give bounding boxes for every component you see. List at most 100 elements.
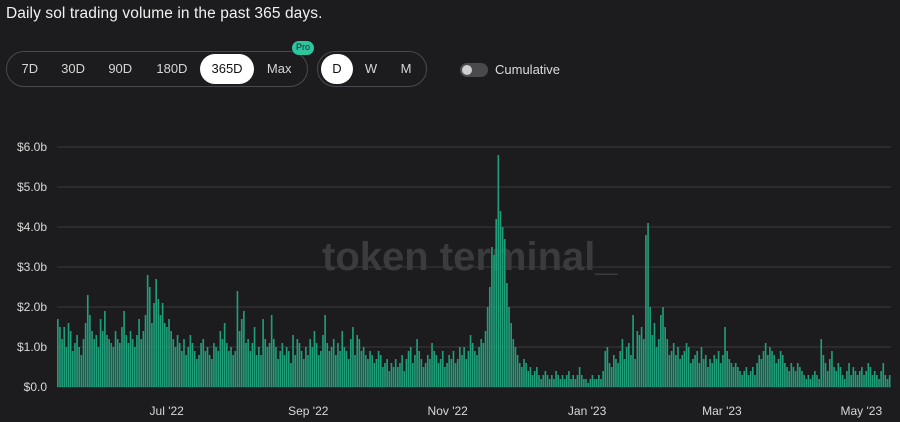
volume-bar xyxy=(437,363,440,387)
volume-bar xyxy=(822,355,825,387)
volume-bar xyxy=(707,367,709,387)
volume-bar xyxy=(856,375,859,387)
volume-bar xyxy=(61,339,63,387)
volume-bar xyxy=(677,347,679,387)
volume-bar xyxy=(781,355,784,387)
volume-bar xyxy=(264,339,267,387)
volume-bar xyxy=(324,315,326,387)
volume-bar xyxy=(172,339,175,387)
volume-bar xyxy=(730,363,733,387)
page-title: Daily sol trading volume in the past 365… xyxy=(6,5,323,22)
granularity-month-button[interactable]: M xyxy=(400,61,412,76)
y-tick-label: $6.0b xyxy=(17,140,47,154)
volume-bar xyxy=(764,343,767,387)
volume-bar xyxy=(444,367,446,387)
range-7d-button[interactable]: 7D xyxy=(21,61,39,76)
volume-bar xyxy=(69,331,72,387)
volume-bar xyxy=(317,355,320,387)
volume-bar xyxy=(529,367,532,387)
volume-bar xyxy=(542,375,545,387)
volume-bar xyxy=(647,223,649,387)
volume-bar xyxy=(512,339,515,387)
volume-bar xyxy=(200,343,202,387)
volume-bar xyxy=(568,371,570,387)
volume-bar xyxy=(576,375,579,387)
volume-bar xyxy=(679,359,681,387)
volume-bar xyxy=(298,343,301,387)
volume-bar xyxy=(726,351,728,387)
volume-bar xyxy=(888,375,891,387)
volume-bar xyxy=(655,347,658,387)
volume-bar xyxy=(692,359,694,387)
volume-bar xyxy=(754,375,756,387)
volume-bar xyxy=(850,375,853,387)
volume-bar xyxy=(876,375,878,387)
volume-bar xyxy=(501,227,504,387)
volume-bar xyxy=(347,359,350,387)
volume-bar xyxy=(405,359,408,387)
volume-bar xyxy=(482,343,485,387)
volume-bar xyxy=(373,363,376,387)
range-90d-button[interactable]: 90D xyxy=(108,61,133,76)
volume-bar xyxy=(555,371,557,387)
volume-bar xyxy=(57,319,59,387)
volume-bar xyxy=(426,355,429,387)
volume-bar xyxy=(91,331,93,387)
volume-bar xyxy=(794,371,797,387)
volume-bar xyxy=(397,367,399,387)
volume-bar xyxy=(219,331,222,387)
volume-bar xyxy=(302,359,305,387)
volume-bar xyxy=(268,343,271,387)
volume-bar xyxy=(645,235,647,387)
volume-bar xyxy=(559,379,562,387)
volume-bar xyxy=(606,347,609,387)
range-365d-button[interactable]: 365D xyxy=(199,54,255,84)
volume-bar xyxy=(313,331,316,387)
volume-bar xyxy=(129,331,132,387)
volume-bar xyxy=(260,355,262,387)
volume-bar xyxy=(613,355,615,387)
volume-bar xyxy=(343,347,346,387)
volume-bar xyxy=(86,295,89,387)
range-30d-button[interactable]: 30D xyxy=(61,61,85,76)
granularity-week-button[interactable]: W xyxy=(364,61,378,76)
volume-bar xyxy=(174,347,177,387)
volume-bar xyxy=(880,371,882,387)
volume-bar xyxy=(593,379,596,387)
volume-bar xyxy=(745,367,748,387)
volume-bar xyxy=(775,363,778,387)
volume-bar xyxy=(247,339,249,387)
volume-bar xyxy=(660,315,662,387)
volume-bar xyxy=(578,367,581,387)
range-180d-button[interactable]: 180D xyxy=(156,61,188,76)
volume-bar xyxy=(322,335,324,387)
volume-bar xyxy=(71,351,74,387)
volume-bar xyxy=(424,363,427,387)
volume-bar xyxy=(523,359,525,387)
volume-bar xyxy=(533,371,536,387)
volume-bar xyxy=(672,343,675,387)
volume-bar xyxy=(557,375,560,387)
volume-bar xyxy=(191,343,194,387)
volume-bar xyxy=(93,339,95,387)
volume-bar xyxy=(792,367,795,387)
watermark: token terminal_ xyxy=(322,235,618,279)
volume-bar xyxy=(234,351,237,387)
volume-bar xyxy=(305,347,307,387)
volume-bar xyxy=(196,359,198,387)
volume-bar xyxy=(563,379,566,387)
range-max-button[interactable]: Max xyxy=(266,61,292,76)
volume-bar xyxy=(392,367,395,387)
volume-bar xyxy=(570,379,572,387)
volume-bar xyxy=(625,347,628,387)
volume-bar xyxy=(106,335,108,387)
range-selector: 7D 30D 90D 180D 365D Max xyxy=(6,51,308,87)
volume-bar xyxy=(572,375,575,387)
volume-bar xyxy=(668,355,671,387)
granularity-day-button[interactable]: D xyxy=(321,54,353,84)
cumulative-toggle[interactable] xyxy=(460,63,488,77)
volume-bar xyxy=(762,351,765,387)
volume-bar xyxy=(311,347,314,387)
volume-bar xyxy=(148,287,151,387)
volume-bar xyxy=(493,255,495,387)
